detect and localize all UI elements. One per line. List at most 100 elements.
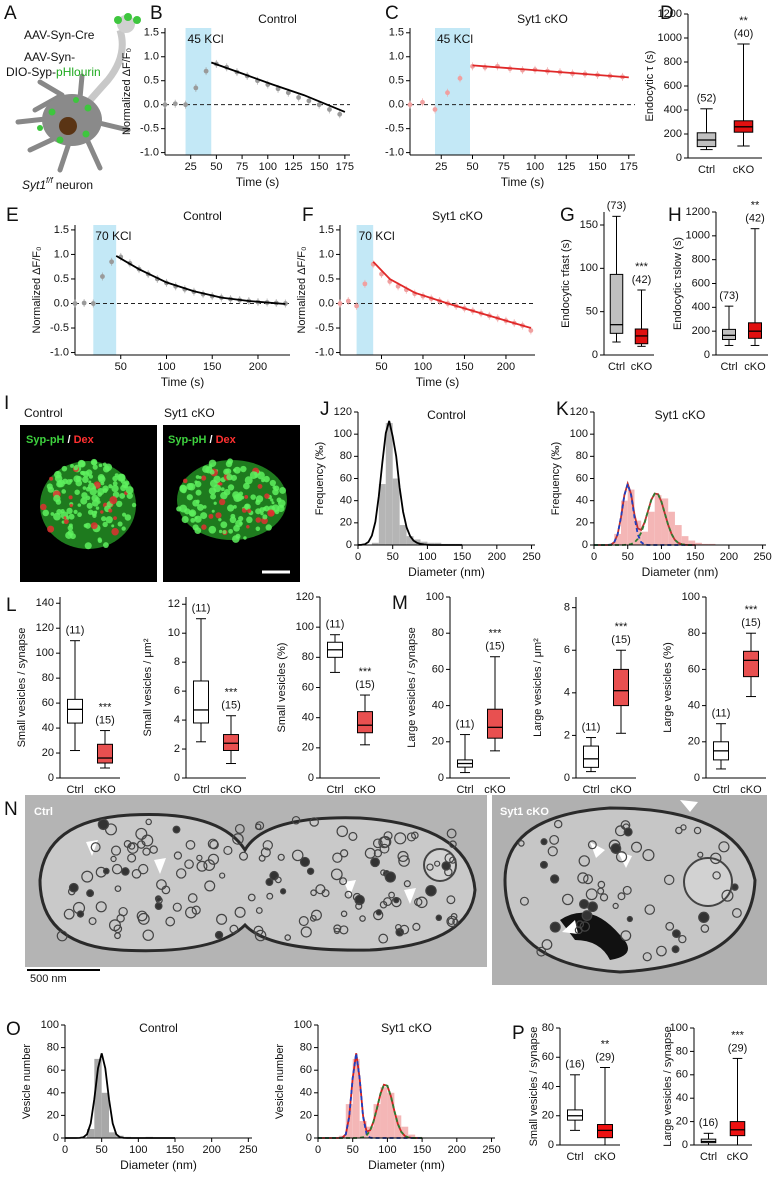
significance: ***	[635, 261, 649, 273]
vesicle	[549, 834, 560, 845]
data-point	[316, 102, 322, 108]
histogram-bar	[352, 1058, 360, 1138]
vesicle	[709, 852, 722, 865]
data-point	[162, 102, 168, 108]
y-axis-label: Frequency (‰)	[550, 442, 562, 515]
vesicle	[359, 915, 366, 922]
histogram-bar	[399, 525, 407, 545]
organelle	[423, 848, 457, 882]
x-tick-label: 150	[203, 361, 221, 373]
x-tick-label: cKO	[594, 1151, 616, 1163]
x-tick-label: 50	[210, 161, 222, 173]
vesicle	[403, 880, 411, 888]
vesicle	[110, 845, 122, 856]
puncta	[98, 463, 103, 468]
sample-size: (11)	[712, 708, 731, 720]
dot	[82, 130, 90, 138]
puncta	[91, 510, 97, 517]
y-tick-label: 80	[300, 1042, 312, 1054]
x-tick-label: 150	[166, 1144, 184, 1156]
x-axis-label: Time (s)	[416, 375, 460, 389]
vesicle	[665, 921, 675, 931]
puncta	[73, 509, 78, 514]
histogram-bar	[87, 1128, 95, 1138]
puncta	[211, 509, 215, 513]
y-tick-label: 120	[296, 591, 314, 603]
chart-title: Control	[139, 1021, 178, 1035]
puncta	[267, 509, 275, 517]
chart-title: Syt1 cKO	[381, 1021, 432, 1035]
arrowhead	[154, 858, 166, 874]
puncta	[279, 487, 287, 494]
y-tick-label: 20	[542, 1110, 554, 1122]
nucleus	[59, 117, 77, 135]
image-label: Control	[24, 406, 63, 420]
vesicle	[279, 888, 287, 895]
y-tick-label: 800	[664, 56, 682, 68]
puncta	[243, 536, 247, 540]
vesicle	[731, 883, 739, 891]
puncta	[247, 508, 252, 513]
puncta	[102, 542, 109, 548]
x-tick-label: 250	[522, 551, 540, 563]
y-tick-label: 2	[564, 729, 570, 741]
vesicle	[370, 857, 380, 868]
vesicle	[309, 817, 319, 827]
vesicle	[599, 893, 609, 902]
puncta	[182, 478, 188, 484]
y-tick-label: 60	[542, 1051, 554, 1063]
histogram-bar	[380, 1087, 388, 1138]
y-tick-label: -1.0	[315, 346, 334, 358]
puncta	[69, 503, 73, 508]
x-tick-label: Ctrl	[720, 361, 737, 373]
cell-label: Syt1f/f neuron	[22, 176, 93, 192]
y-tick-label: 100	[570, 428, 588, 440]
vesicle	[97, 818, 110, 831]
y-axis-label: Normalized ΔF/F₀	[296, 246, 308, 333]
x-tick-label: 50	[387, 551, 399, 563]
y-axis-label: Small vesicles / μm²	[142, 638, 154, 736]
puncta	[47, 525, 55, 533]
significance: ***	[99, 701, 113, 713]
y-tick-label: -0.5	[140, 123, 159, 135]
x-tick-label: 125	[557, 161, 575, 173]
puncta	[186, 482, 194, 491]
fit-line	[115, 255, 286, 305]
vesicle	[416, 896, 428, 909]
image-label: Ctrl	[34, 806, 53, 818]
y-tick-label: 20	[42, 747, 54, 759]
x-tick-label: 100	[259, 161, 277, 173]
panel-letter: P	[512, 1023, 525, 1044]
fit-curve	[318, 1053, 423, 1139]
histogram-bar	[688, 540, 696, 545]
puncta	[54, 474, 63, 483]
puncta	[74, 489, 80, 495]
panel-letter: C	[385, 3, 399, 24]
y-tick-label: 60	[340, 472, 352, 484]
x-tick-label: 200	[448, 1144, 466, 1156]
y-tick-label: 100	[41, 1019, 59, 1031]
y-tick-label: 20	[47, 1109, 59, 1121]
stain: Syp-pH	[168, 434, 207, 446]
puncta	[102, 465, 110, 473]
vesicle	[583, 874, 594, 885]
puncta	[213, 475, 221, 484]
sample-size: (52)	[697, 93, 717, 105]
stimulus-shade	[93, 225, 117, 355]
panel-letter: G	[560, 205, 575, 226]
panel-letter: H	[668, 205, 682, 226]
y-axis-label: Endocytic τfast (s)	[560, 239, 572, 328]
sample-size: (73)	[607, 200, 627, 212]
x-tick-label: cKO	[631, 361, 653, 373]
vesicle	[579, 921, 591, 932]
vesicle	[172, 825, 181, 834]
vesicle-dot	[124, 13, 132, 21]
puncta	[194, 480, 202, 488]
vesicle	[196, 860, 208, 872]
y-axis-label: Large vesicles / synapse	[406, 627, 418, 747]
box	[193, 680, 209, 724]
y-tick-label: 20	[300, 1109, 312, 1121]
puncta	[108, 508, 113, 513]
vesicle	[131, 868, 142, 879]
y-tick-label: 40	[42, 722, 54, 734]
